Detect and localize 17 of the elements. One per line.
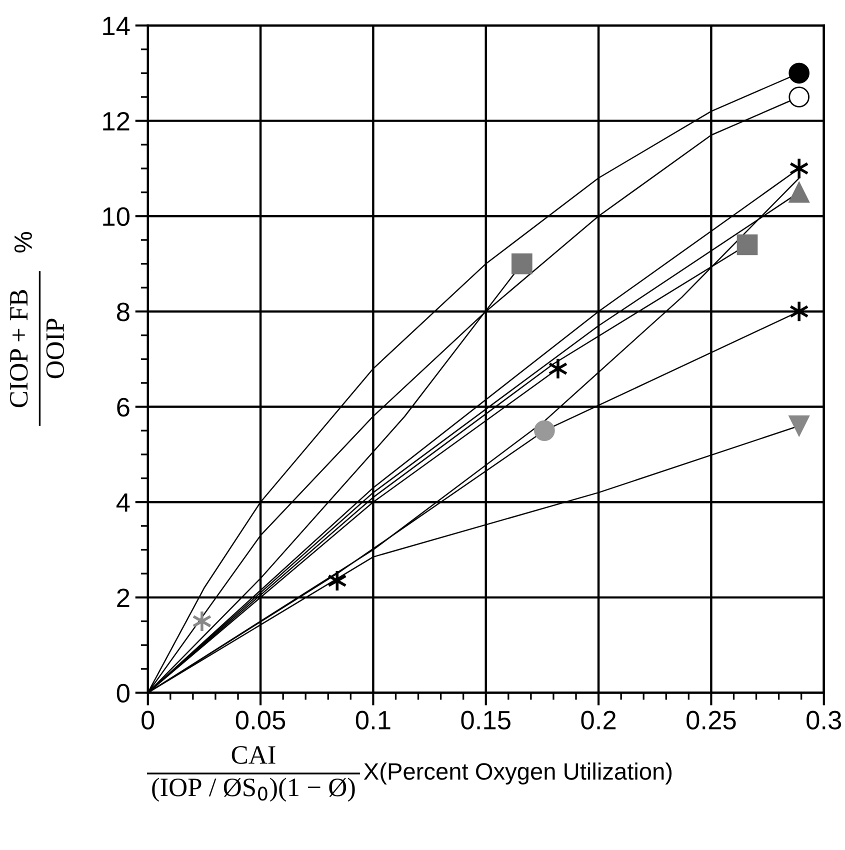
y-tick-label: 6: [117, 398, 130, 417]
x-tick-label: 0.05: [236, 710, 286, 730]
y-tick-label: 0: [116, 684, 130, 703]
text: CIOP + FB OOIP %: [10, 232, 64, 408]
y-tick-label: 10: [103, 207, 130, 226]
y-tick-label: 4: [116, 494, 130, 512]
x-tick-label: 0.15: [461, 710, 510, 730]
y-tick-label: 14: [103, 16, 130, 36]
y-tick-label: 12: [103, 112, 130, 130]
y-tick-label: 8: [116, 302, 130, 322]
x-tick-label: 0.1: [356, 710, 390, 730]
x-tick-label: 0: [142, 710, 154, 730]
y-tick-label: 2: [117, 588, 130, 607]
x-axis-title: CAI (IOP / ØS$_{0}$)(1 − Ø) X(Percent Oxygen Utilization): [152, 746, 672, 802]
x-tick-label: 0.25: [686, 710, 736, 730]
x-tick-label: 0.2: [581, 710, 616, 730]
x-tick-label: 0.3: [806, 710, 842, 730]
